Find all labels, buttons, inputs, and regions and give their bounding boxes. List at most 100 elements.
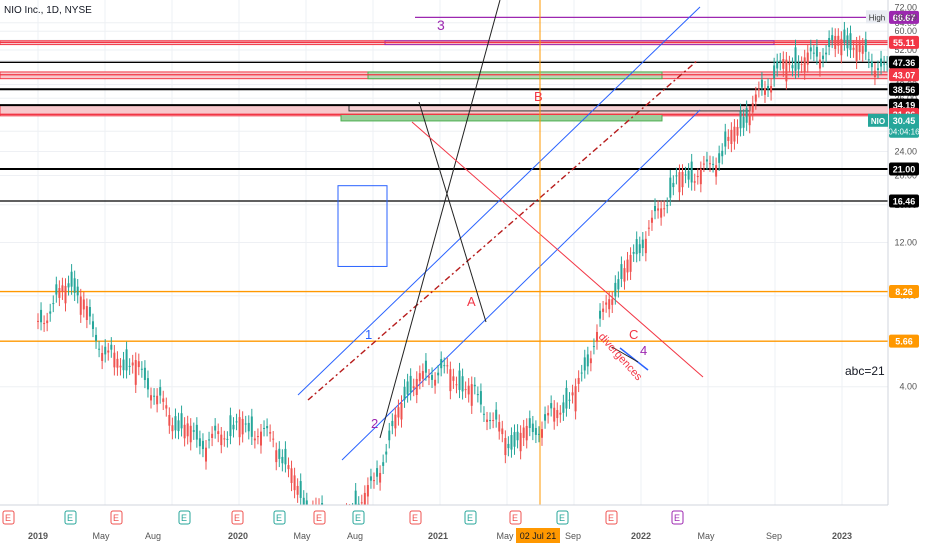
candle-body [269,432,272,434]
candle-body [809,47,812,52]
candle-body [162,398,165,402]
candle-body [88,307,91,317]
candle-body [837,35,840,46]
cursor-date-bg [516,528,560,543]
candle-body [183,424,186,439]
candle-body [852,47,855,50]
x-tick-label: Aug [145,531,161,541]
price-label-bg [889,68,919,82]
candle-body [647,227,650,229]
candle-body [586,354,589,367]
earnings-marker[interactable] [178,510,191,525]
trend-line [411,121,704,378]
candle-body [208,439,211,441]
candle-body [886,63,889,65]
candle-body [467,385,470,395]
candle-body [507,443,510,449]
candle-body [95,334,98,341]
candle-body [278,448,281,459]
price-label: 47.36 [893,58,916,68]
wave-label: A [467,294,476,309]
earnings-marker[interactable] [605,510,618,525]
price-label: 5.66 [895,337,913,347]
candle-body [840,38,843,56]
candle-body [376,468,379,477]
candle-body [452,376,455,381]
earnings-marker[interactable] [352,510,365,525]
earnings-marker[interactable] [313,510,326,525]
candle-body [687,170,690,180]
candle-body [635,239,638,255]
candle-body [638,244,641,254]
earnings-marker[interactable] [64,510,77,525]
candle-body [360,502,363,504]
earnings-marker[interactable] [231,510,244,525]
candle-body [91,321,94,330]
candle-body [424,360,427,373]
candle-body [849,33,852,50]
x-tick-label: May [92,531,110,541]
earnings-marker[interactable] [2,510,15,525]
candle-body [489,419,492,422]
earnings-marker[interactable] [464,510,477,525]
earnings-label: E [276,513,282,523]
candle-body [702,163,705,165]
candle-body [98,348,101,350]
candle-body [736,126,739,136]
candle-body [211,433,214,438]
candle-body [733,126,736,142]
x-tick-label: Sep [565,531,581,541]
x-tick-label: May [293,531,311,541]
candle-body [250,416,253,437]
candle-body [302,497,305,509]
candle-body [501,428,504,435]
price-label: 66.67 [893,13,916,23]
price-label-bg [889,82,919,96]
candle-body [192,430,195,432]
candle-body [388,430,391,441]
candle-body [724,131,727,147]
candle-body [815,46,818,57]
candle-body [791,65,794,69]
candle-body [754,94,757,102]
earnings-label: E [559,513,565,523]
candle-body [770,85,773,93]
candle-body [55,284,58,295]
earnings-marker[interactable] [110,510,123,525]
candle-body [140,368,143,370]
y-tick-label: 24.00 [894,147,917,157]
candle-body [37,320,39,322]
candle-body [354,490,357,514]
candle-body [412,386,415,389]
y-tick-label: 36.00 [894,93,917,103]
earnings-label: E [512,513,518,523]
candle-body [867,59,870,61]
earnings-marker[interactable] [671,510,684,525]
earnings-marker[interactable] [509,510,522,525]
earnings-marker[interactable] [409,510,422,525]
candle-body [818,59,821,69]
price-label-bg [889,10,919,24]
candle-body [299,481,302,498]
candle-body [559,412,562,415]
channel-upper-line [297,6,701,396]
candle-body [134,360,137,385]
y-tick-label: 52.00 [894,45,917,55]
candle-body [595,331,598,342]
candle-body [669,177,672,198]
candle-body [180,413,183,429]
candle-body [403,386,406,400]
candle-body [855,44,858,61]
candle-body [599,310,602,319]
candle-body [156,395,159,405]
candle-body [632,252,635,254]
earnings-marker[interactable] [556,510,569,525]
candle-body [721,150,724,157]
candle-body [760,79,763,88]
candle-body [861,45,864,54]
candle-body [58,288,61,298]
candle-body [409,375,412,393]
earnings-marker[interactable] [273,510,286,525]
earnings-label: E [113,513,119,523]
